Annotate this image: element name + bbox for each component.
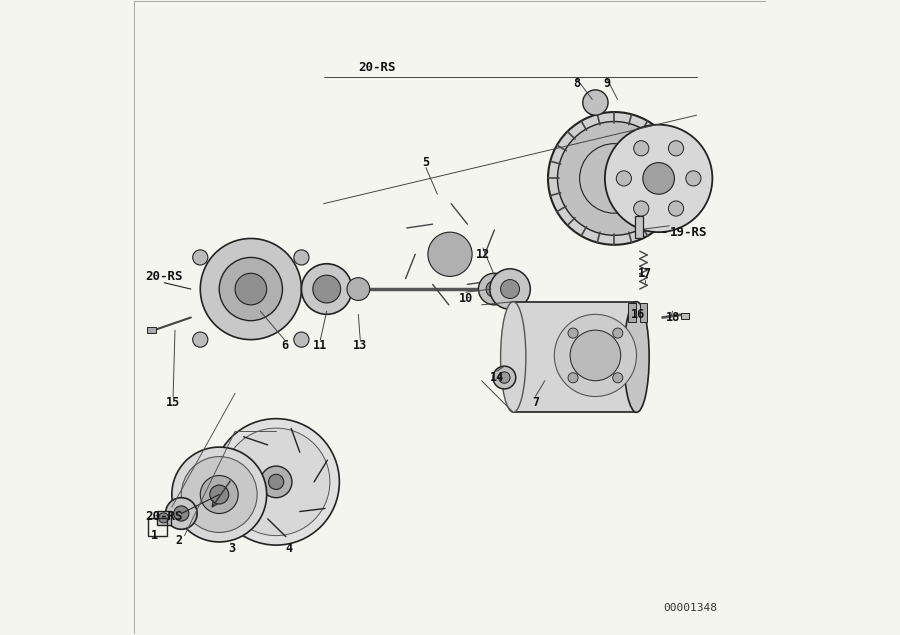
Circle shape — [554, 314, 636, 396]
Circle shape — [479, 273, 510, 305]
Circle shape — [201, 239, 302, 340]
Circle shape — [570, 330, 621, 381]
Circle shape — [613, 373, 623, 383]
Text: 6: 6 — [281, 340, 288, 352]
Text: 18: 18 — [665, 311, 680, 324]
Circle shape — [613, 328, 623, 338]
Text: 20-RS: 20-RS — [146, 270, 183, 283]
Circle shape — [548, 112, 680, 245]
Circle shape — [686, 171, 701, 186]
Circle shape — [605, 124, 713, 232]
Text: -: - — [662, 225, 666, 239]
Circle shape — [493, 366, 516, 389]
Circle shape — [490, 269, 530, 309]
Text: 8: 8 — [573, 77, 580, 90]
Text: 14: 14 — [490, 371, 504, 384]
Polygon shape — [406, 178, 494, 330]
Circle shape — [583, 90, 608, 115]
Ellipse shape — [500, 302, 526, 412]
Polygon shape — [343, 273, 374, 311]
Bar — [628, 303, 636, 322]
Text: 11: 11 — [313, 340, 328, 352]
Circle shape — [293, 250, 309, 265]
Ellipse shape — [624, 302, 649, 412]
Circle shape — [486, 281, 502, 297]
Circle shape — [222, 428, 330, 535]
Bar — [513, 302, 636, 412]
Text: 7: 7 — [532, 396, 539, 410]
Circle shape — [268, 474, 284, 490]
Text: 20-RS: 20-RS — [358, 61, 396, 74]
Circle shape — [213, 418, 339, 545]
Circle shape — [669, 141, 684, 156]
Text: 15: 15 — [166, 396, 180, 410]
Circle shape — [193, 250, 208, 265]
Text: 5: 5 — [422, 156, 429, 169]
Circle shape — [193, 332, 208, 347]
Text: 4: 4 — [285, 542, 292, 555]
Text: 12: 12 — [476, 248, 490, 261]
Circle shape — [616, 171, 632, 186]
Polygon shape — [191, 223, 310, 381]
Circle shape — [302, 264, 352, 314]
Circle shape — [634, 201, 649, 216]
Circle shape — [220, 257, 283, 321]
Circle shape — [260, 466, 292, 498]
Circle shape — [499, 372, 510, 384]
Text: 9: 9 — [603, 77, 610, 90]
Circle shape — [293, 332, 309, 347]
Circle shape — [235, 273, 266, 305]
Text: 13: 13 — [353, 340, 367, 352]
Text: 00001348: 00001348 — [663, 603, 717, 613]
Bar — [148, 518, 166, 535]
Circle shape — [669, 201, 684, 216]
Text: 3: 3 — [229, 542, 236, 555]
Bar — [640, 303, 647, 322]
Text: 20-RS: 20-RS — [146, 510, 183, 523]
Circle shape — [158, 513, 168, 523]
Circle shape — [210, 485, 229, 504]
Text: 16: 16 — [631, 308, 645, 321]
Text: 10: 10 — [459, 292, 472, 305]
Circle shape — [500, 279, 519, 298]
Circle shape — [166, 498, 197, 530]
Bar — [635, 217, 643, 239]
Circle shape — [181, 457, 257, 533]
Text: 2: 2 — [176, 533, 183, 547]
Circle shape — [428, 232, 473, 276]
Text: 19-RS: 19-RS — [670, 225, 706, 239]
Circle shape — [643, 163, 674, 194]
Circle shape — [568, 373, 578, 383]
Text: 17: 17 — [637, 267, 652, 280]
Circle shape — [174, 506, 189, 521]
Circle shape — [568, 328, 578, 338]
Circle shape — [346, 277, 370, 300]
Text: 1: 1 — [150, 529, 158, 542]
Bar — [681, 313, 689, 319]
Circle shape — [201, 476, 239, 514]
Circle shape — [634, 141, 649, 156]
Bar — [157, 511, 171, 525]
Circle shape — [313, 275, 340, 303]
Polygon shape — [623, 295, 655, 327]
Bar — [147, 327, 156, 333]
Circle shape — [172, 447, 266, 542]
Circle shape — [557, 121, 671, 236]
